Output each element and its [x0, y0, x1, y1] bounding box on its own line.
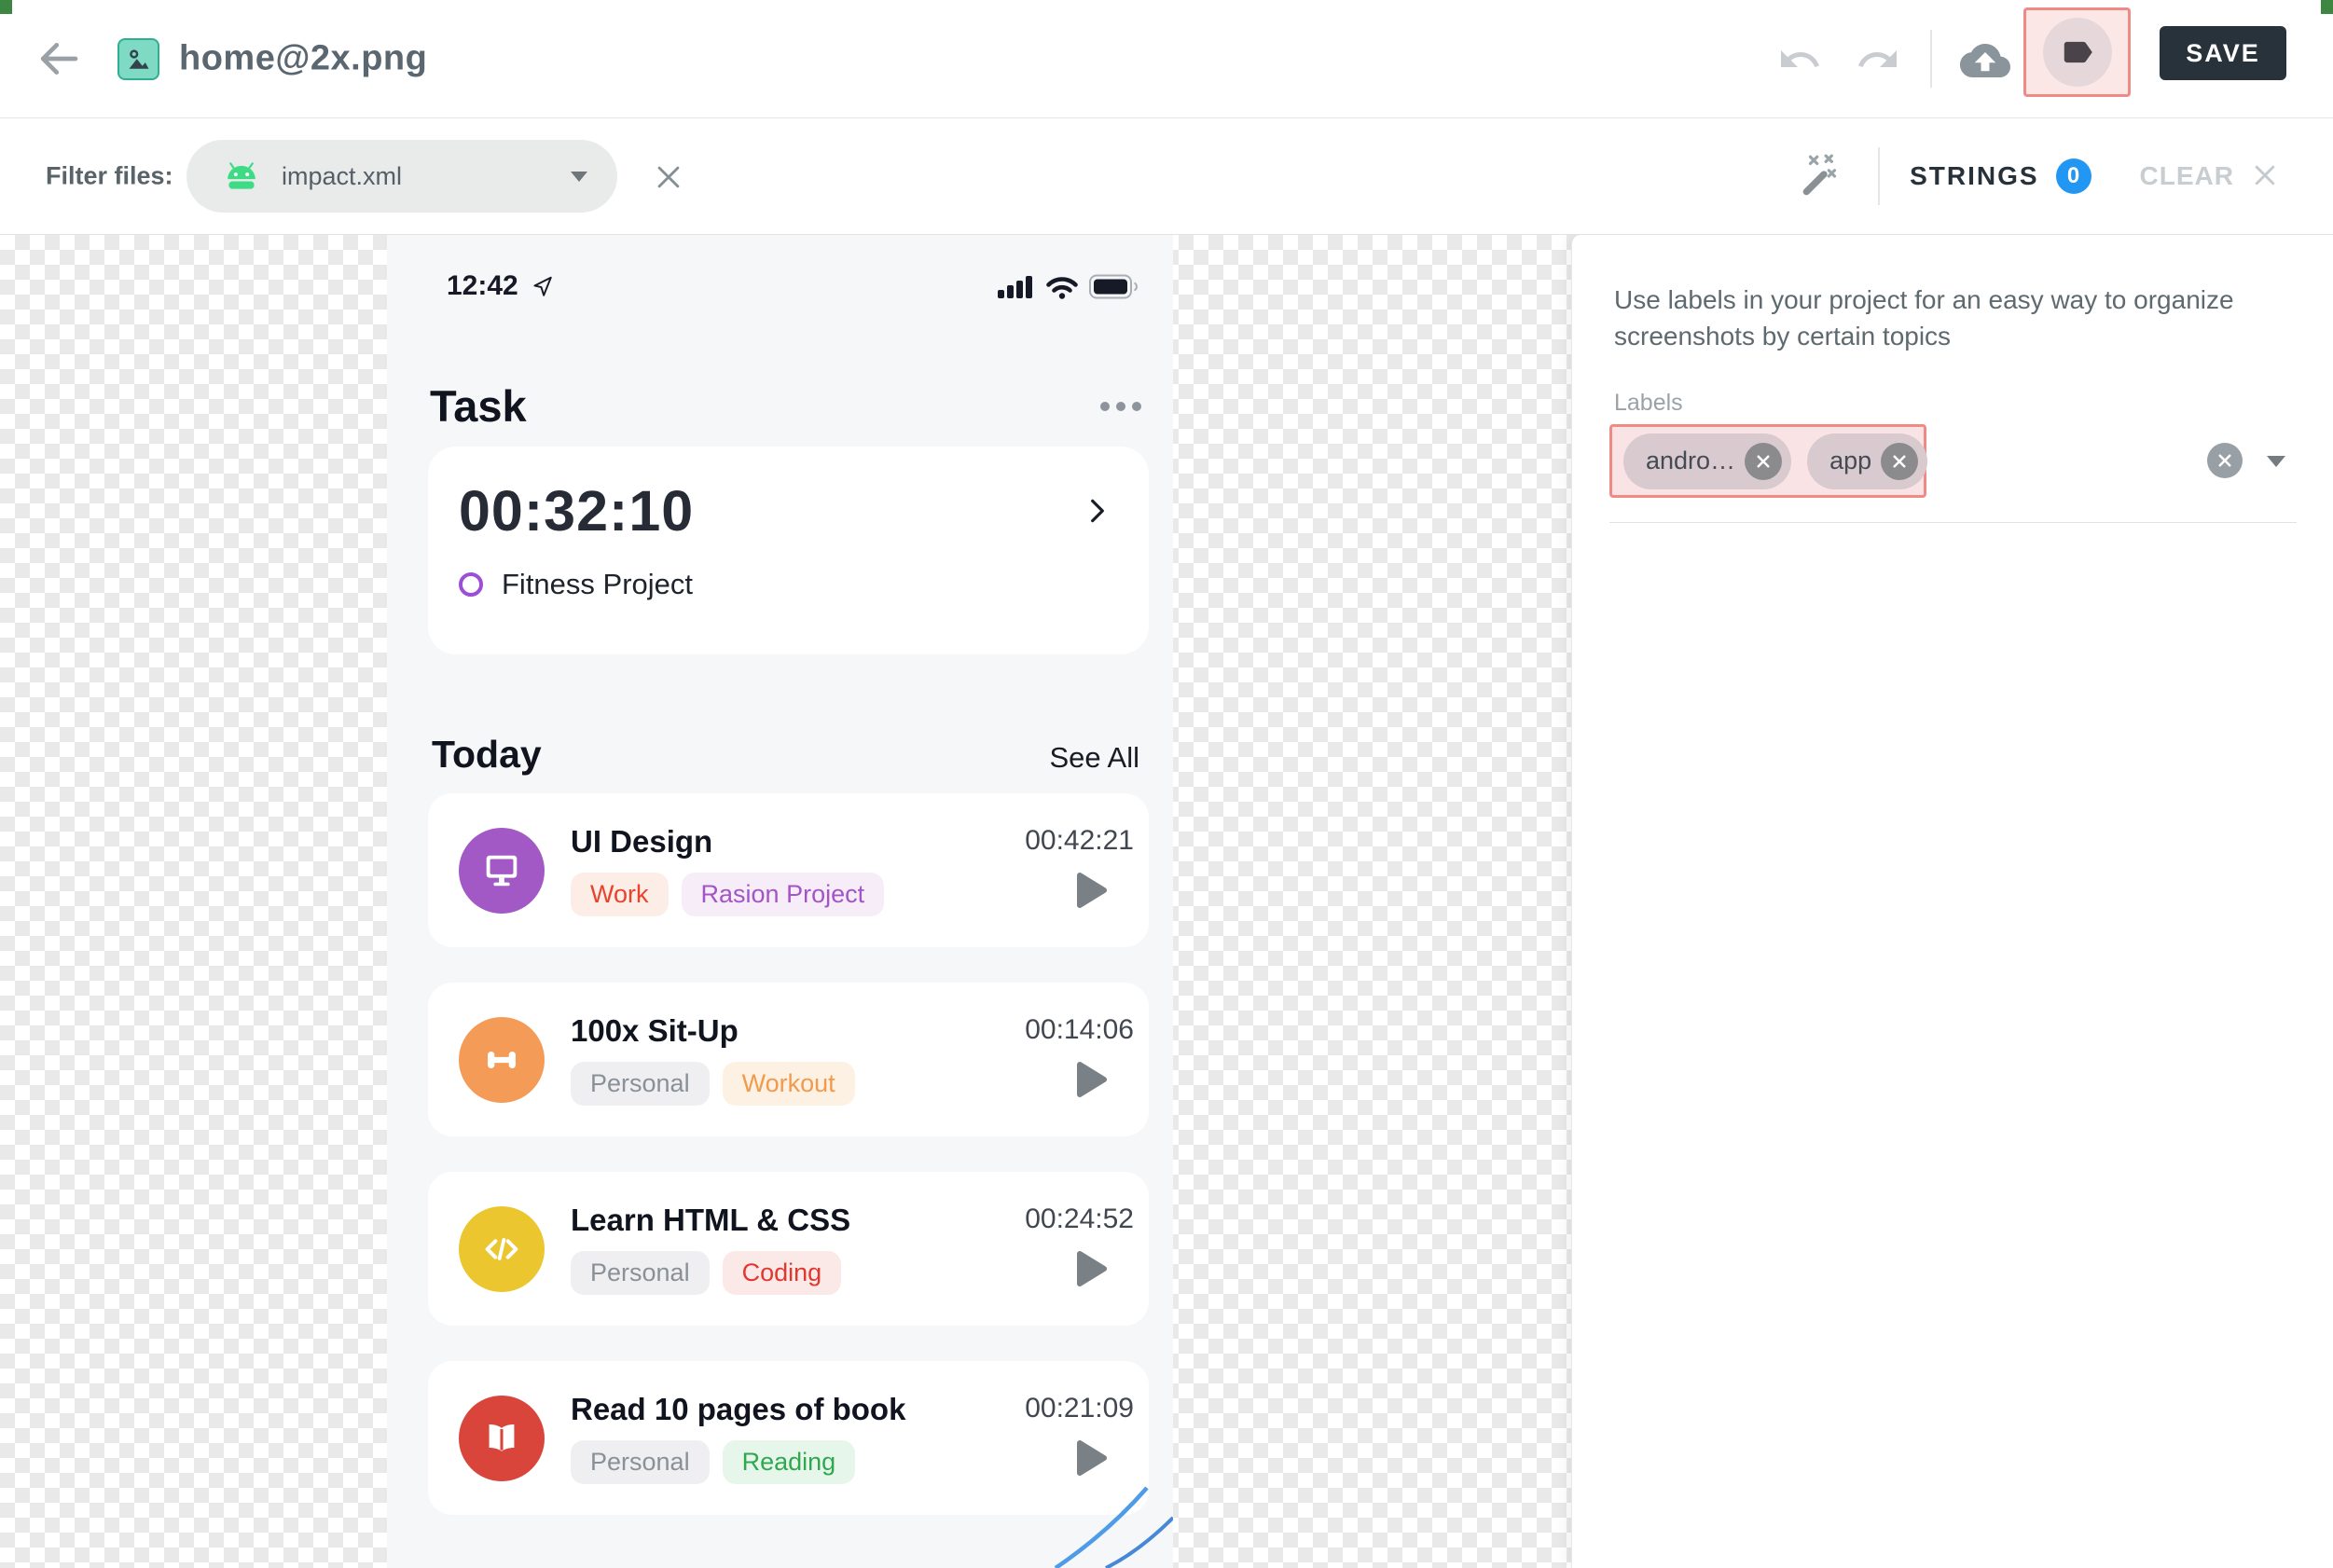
project-ring-icon [459, 572, 483, 597]
task-tag: Personal [571, 1251, 710, 1295]
task-card[interactable]: 100x Sit-Up Personal Workout 00:14:06 [428, 983, 1149, 1136]
decorative-wave [1054, 1486, 1173, 1568]
strings-toggle[interactable]: STRINGS [1910, 161, 2039, 190]
clear-labels-icon[interactable] [2207, 443, 2243, 478]
dumbbell-icon [459, 1016, 545, 1103]
task-tag: Work [571, 873, 669, 916]
label-tool-highlight [2023, 7, 2131, 97]
page-title: home@2x.png [179, 38, 428, 78]
file-filter-select[interactable]: impact.xml [186, 140, 617, 213]
chevron-down-icon [571, 171, 587, 182]
timer-card[interactable]: 00:32:10 Fitness Project [428, 447, 1149, 654]
project-name: Fitness Project [502, 568, 694, 600]
filter-clear-button[interactable] [653, 161, 684, 196]
clear-strings-button[interactable]: CLEAR [2139, 161, 2234, 190]
remove-label-icon[interactable] [1745, 442, 1783, 480]
signal-icon [998, 276, 1032, 298]
field-underline [1609, 522, 2297, 523]
phone-screen-title: Task [430, 381, 527, 431]
remove-label-icon[interactable] [1881, 442, 1919, 480]
toolbar-divider [1878, 147, 1881, 205]
book-icon [459, 1395, 545, 1481]
clear-strings-x-button[interactable] [2251, 161, 2279, 192]
task-tag: Workout [722, 1062, 855, 1106]
battery-icon [1089, 274, 1138, 298]
upload-button[interactable] [1960, 35, 2010, 89]
label-chip-text: andro… [1646, 447, 1736, 475]
code-icon [459, 1205, 545, 1292]
editor-canvas[interactable]: 12:42 Task 00:32:10 Fitness Project [0, 235, 2333, 1568]
play-icon[interactable] [1070, 1436, 1111, 1483]
undo-icon [1781, 50, 1819, 67]
back-button[interactable] [34, 34, 84, 84]
task-tag: Rasion Project [681, 873, 885, 916]
task-tag: Personal [571, 1062, 710, 1106]
label-chip[interactable]: app [1807, 433, 1928, 489]
today-heading: Today [432, 733, 542, 776]
cloud-upload-icon [1960, 44, 2010, 77]
task-time: 00:14:06 [1025, 1014, 1134, 1045]
chevron-right-icon[interactable] [1082, 495, 1113, 530]
file-filter-value: impact.xml [282, 161, 403, 190]
android-icon [228, 162, 255, 189]
labels-description: Use labels in your project for an easy w… [1614, 285, 2234, 351]
filter-bar: Filter files: impact.xml STRINGS [0, 118, 2333, 235]
filter-files-label: Filter files: [46, 161, 173, 190]
tag-icon [2064, 41, 2092, 63]
labels-field-label: Labels [1614, 390, 1683, 416]
monitor-icon [459, 827, 545, 914]
screenshot-image[interactable]: 12:42 Task 00:32:10 Fitness Project [387, 235, 1173, 1568]
labels-highlight: andro… app [1609, 424, 1928, 498]
task-time: 00:24:52 [1025, 1204, 1134, 1234]
see-all-link[interactable]: See All [1049, 741, 1139, 774]
task-tag: Reading [722, 1440, 856, 1484]
labels-panel: Use labels in your project for an easy w… [1571, 235, 2333, 1568]
task-title: Learn HTML & CSS [571, 1203, 851, 1237]
timer-value: 00:32:10 [459, 479, 695, 543]
status-time: 12:42 [447, 270, 518, 301]
label-chip[interactable]: andro… [1623, 433, 1792, 489]
task-tag: Coding [722, 1251, 842, 1295]
label-chip-text: app [1829, 447, 1872, 475]
label-tool-button[interactable] [2042, 18, 2112, 87]
window-corner-artifact [0, 0, 12, 14]
task-card[interactable]: Read 10 pages of book Personal Reading 0… [428, 1361, 1149, 1515]
task-tag: Personal [571, 1440, 710, 1484]
wifi-icon [1046, 276, 1078, 299]
phone-status-bar: 12:42 [447, 270, 1139, 302]
redo-button[interactable] [1856, 37, 1900, 85]
magic-wand-icon [1802, 154, 1837, 195]
play-icon[interactable] [1070, 868, 1111, 915]
save-button[interactable]: SAVE [2160, 26, 2286, 80]
task-card[interactable]: UI Design Work Rasion Project 00:42:21 [428, 793, 1149, 947]
task-card[interactable]: Learn HTML & CSS Personal Coding 00:24:5… [428, 1172, 1149, 1326]
auto-tag-button[interactable] [1800, 152, 1846, 201]
back-arrow-icon [40, 43, 78, 75]
window-corner-artifact [2321, 0, 2333, 14]
undo-button[interactable] [1777, 37, 1822, 85]
task-title: Read 10 pages of book [571, 1392, 906, 1426]
close-icon [657, 166, 680, 188]
close-icon [2255, 165, 2275, 185]
task-title: 100x Sit-Up [571, 1013, 739, 1048]
redo-icon [1858, 50, 1897, 67]
task-time: 00:42:21 [1025, 825, 1134, 856]
chevron-down-icon[interactable] [2267, 456, 2285, 467]
toolbar-divider [1930, 30, 1932, 88]
play-icon[interactable] [1070, 1246, 1111, 1294]
task-time: 00:21:09 [1025, 1393, 1134, 1424]
more-options-icon[interactable] [1100, 392, 1141, 420]
top-toolbar: home@2x.png SAVE [0, 0, 2333, 118]
image-file-icon [117, 38, 159, 80]
location-arrow-icon [530, 274, 554, 298]
strings-count-badge: 0 [2055, 158, 2091, 194]
labels-field[interactable]: andro… app [1609, 424, 2297, 523]
play-icon[interactable] [1070, 1057, 1111, 1105]
task-title: UI Design [571, 824, 713, 859]
